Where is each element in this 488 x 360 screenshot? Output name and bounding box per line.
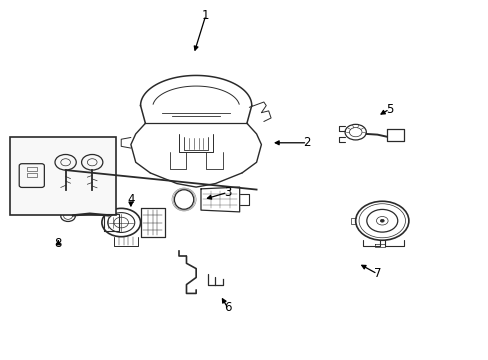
Text: 1: 1 xyxy=(202,9,209,22)
Bar xyxy=(27,167,37,171)
Text: 8: 8 xyxy=(55,237,62,250)
Text: 5: 5 xyxy=(385,103,392,116)
Circle shape xyxy=(380,219,384,222)
Bar xyxy=(10,138,116,215)
Text: 2: 2 xyxy=(303,136,310,149)
Text: 4: 4 xyxy=(127,193,134,206)
Text: 6: 6 xyxy=(224,301,231,314)
Bar xyxy=(27,172,37,177)
Text: 3: 3 xyxy=(224,186,231,199)
Text: 7: 7 xyxy=(373,267,381,280)
